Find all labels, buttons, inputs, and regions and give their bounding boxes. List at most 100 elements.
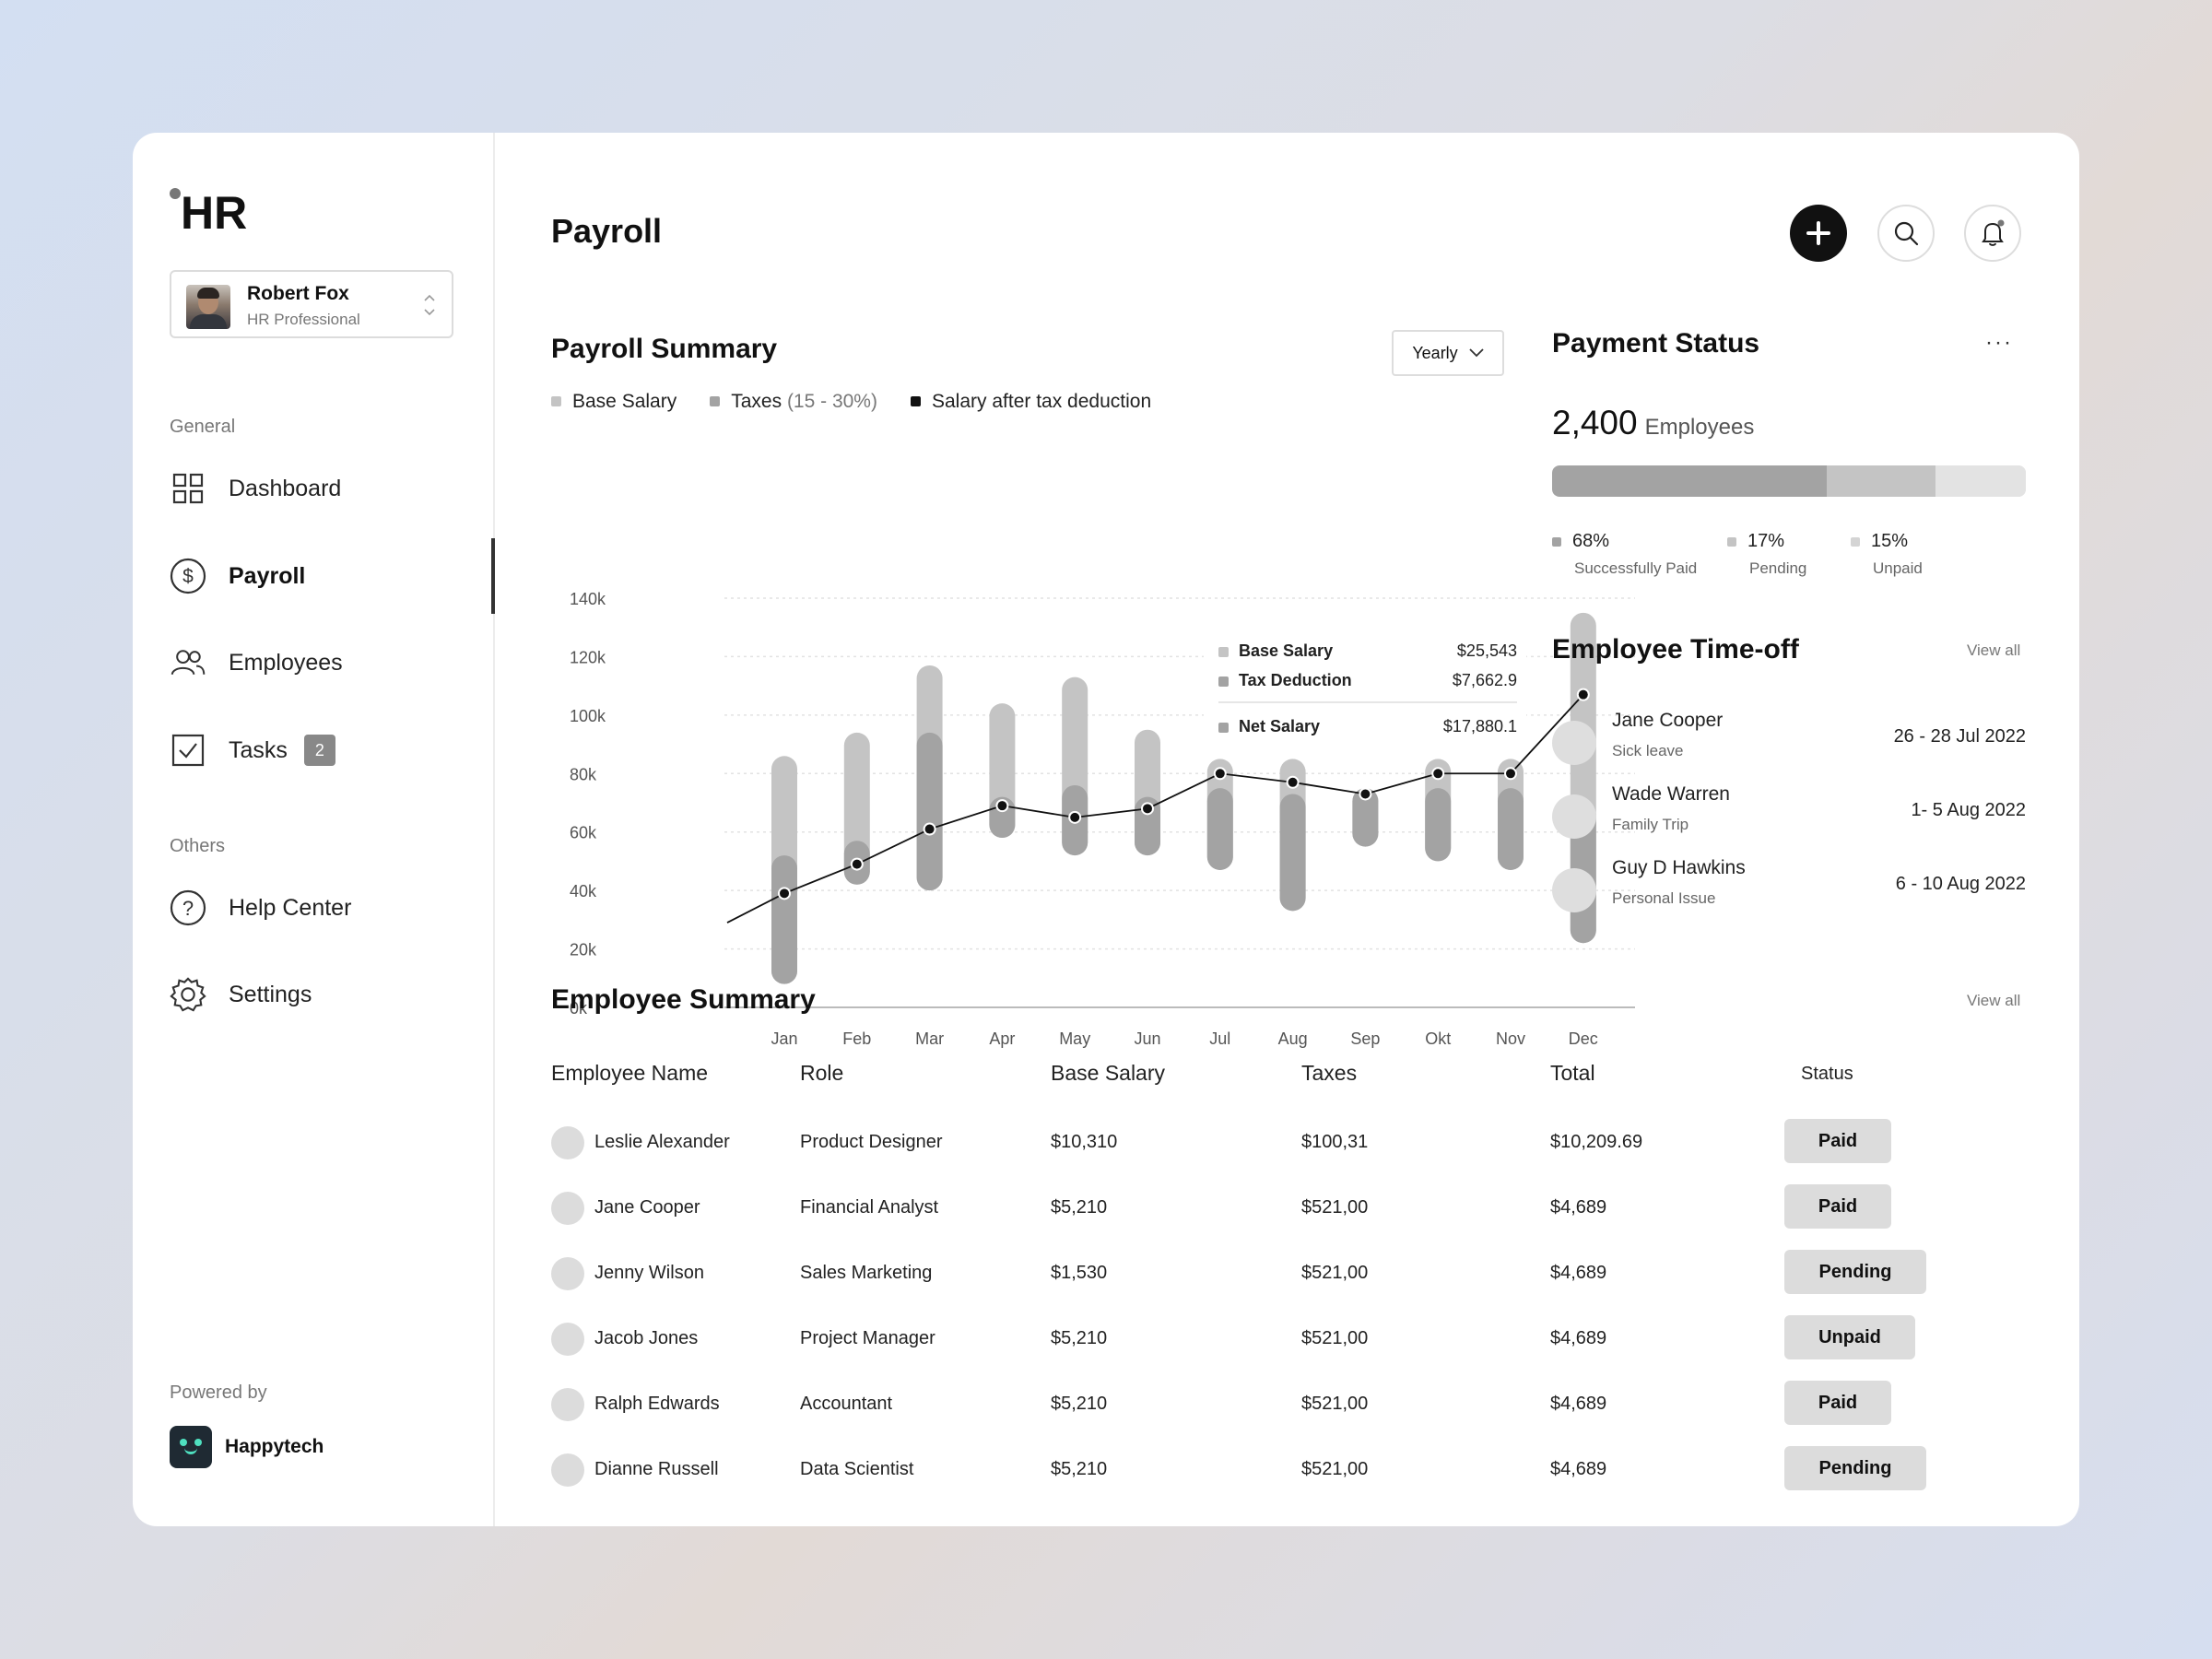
table-row[interactable]: Ralph Edwards Accountant $5,210 $521,00 … [551,1381,2026,1432]
net-salary-point [780,888,789,899]
column-header-taxes[interactable]: Taxes [1301,1061,1358,1085]
x-tick-label: May [1059,1030,1090,1048]
sidebar-item-settings[interactable]: Settings [170,971,465,1018]
avatar [551,1323,584,1356]
employee-summary-title: Employee Summary [551,984,816,1015]
legend-item-taxes: Taxes (15 - 30%) [710,391,877,413]
timeoff-item[interactable]: Wade Warren Family Trip 1- 5 Aug 2022 [1552,783,2026,848]
cell-role: Project Manager [800,1328,935,1348]
plus-icon [1806,221,1830,245]
more-options-icon[interactable]: ··· [1985,330,2013,355]
column-header-role[interactable]: Role [800,1061,844,1085]
sidebar-item-employees[interactable]: Employees [170,640,465,686]
table-row[interactable]: Leslie Alexander Product Designer $10,31… [551,1119,2026,1171]
brand[interactable]: Happytech [170,1426,324,1468]
taxes-bar [1279,794,1306,912]
tooltip-box [1204,629,1526,748]
profile-switcher[interactable]: Robert Fox HR Professional [170,270,453,338]
cell-total: $4,689 [1550,1263,1607,1283]
notifications-button[interactable] [1964,205,2021,262]
sidebar-item-label: Settings [229,981,312,1007]
taxes-bar [771,855,797,984]
tooltip-swatch [1218,723,1229,733]
bell-icon [1982,219,2005,246]
avatar [1552,721,1596,765]
tooltip-swatch [1218,677,1229,687]
cell-role: Data Scientist [800,1459,914,1479]
cell-base-salary: $5,210 [1051,1459,1108,1479]
avatar [551,1388,584,1421]
sidebar-item-help-center[interactable]: ? Help Center [170,885,465,931]
cell-role: Sales Marketing [800,1263,933,1283]
timeoff-item[interactable]: Jane Cooper Sick leave 26 - 28 Jul 2022 [1552,710,2026,774]
help-icon: ? [170,889,206,926]
chevron-down-icon [1469,348,1484,358]
column-header-status[interactable]: Status [1801,1064,1853,1084]
status-legend-unpaid: 15% Unpaid [1851,531,1923,578]
table-row[interactable]: Jane Cooper Financial Analyst $5,210 $52… [551,1184,2026,1236]
cell-role: Accountant [800,1394,893,1414]
y-tick-label: 120k [570,648,606,666]
sidebar: HR Robert Fox HR Professional General Da… [133,133,495,1526]
column-header-name[interactable]: Employee Name [551,1061,709,1085]
net-salary-point [1215,769,1225,779]
net-salary-point [1360,789,1371,799]
payment-status-bar [1552,465,2026,497]
status-badge: Paid [1784,1381,1891,1425]
status-legend-paid: 68% Successfully Paid [1552,531,1697,578]
net-salary-point [1143,804,1152,814]
period-select[interactable]: Yearly [1392,330,1504,376]
profile-role: HR Professional [247,311,360,328]
x-tick-label: Okt [1425,1030,1451,1048]
table-row[interactable]: Jacob Jones Project Manager $5,210 $521,… [551,1315,2026,1367]
avatar [1552,794,1596,839]
timeoff-view-all-link[interactable]: View all [1967,641,2021,659]
checkbox-icon [170,732,206,769]
brand-name: Happytech [225,1436,324,1457]
sidebar-item-tasks[interactable]: Tasks 2 [170,727,465,773]
cell-taxes: $521,00 [1301,1328,1369,1348]
avatar [1552,868,1596,912]
net-salary-point [997,801,1007,811]
search-button[interactable] [1877,205,1935,262]
status-badge: Pending [1784,1446,1926,1490]
column-header-base-salary[interactable]: Base Salary [1051,1061,1166,1085]
tasks-count-badge: 2 [303,735,335,766]
column-header-total[interactable]: Total [1550,1061,1595,1085]
x-tick-label: Apr [989,1030,1015,1048]
cell-taxes: $100,31 [1301,1132,1369,1152]
cell-base-salary: $1,530 [1051,1263,1108,1283]
status-legend-pending: 17% Pending [1727,531,1806,578]
sidebar-item-payroll[interactable]: $ Payroll [170,553,465,599]
cell-total: $4,689 [1550,1197,1607,1218]
x-tick-label: Nov [1496,1030,1525,1048]
y-tick-label: 80k [570,765,597,783]
employee-count-label: Employees [1644,415,1755,440]
sidebar-item-label: Tasks [229,736,288,763]
cell-base-salary: $10,310 [1051,1132,1118,1152]
add-button[interactable] [1790,205,1847,262]
cell-role: Financial Analyst [800,1197,939,1218]
cell-name: Ralph Edwards [594,1394,720,1414]
payment-status-segment [1552,465,1828,497]
table-row[interactable]: Dianne Russell Data Scientist $5,210 $52… [551,1446,2026,1498]
sidebar-item-dashboard[interactable]: Dashboard [170,465,465,512]
x-tick-label: Feb [842,1030,871,1048]
taxes-bar [1425,788,1452,862]
y-tick-label: 140k [570,590,606,608]
logo-dot [170,188,181,199]
cell-taxes: $521,00 [1301,1459,1369,1479]
table-row[interactable]: Jenny Wilson Sales Marketing $1,530 $521… [551,1250,2026,1301]
timeoff-item[interactable]: Guy D Hawkins Personal Issue 6 - 10 Aug … [1552,857,2026,922]
tooltip-label: Net Salary [1239,717,1320,735]
cell-base-salary: $5,210 [1051,1328,1108,1348]
timeoff-name: Jane Cooper [1612,710,1724,731]
search-icon [1894,221,1919,246]
x-tick-label: Sep [1350,1030,1380,1048]
y-tick-label: 40k [570,882,597,900]
cell-name: Jane Cooper [594,1197,700,1218]
sidebar-item-label: Payroll [229,562,306,589]
avatar [551,1453,584,1487]
taxes-bar [1352,788,1379,847]
summary-view-all-link[interactable]: View all [1967,992,2021,1009]
